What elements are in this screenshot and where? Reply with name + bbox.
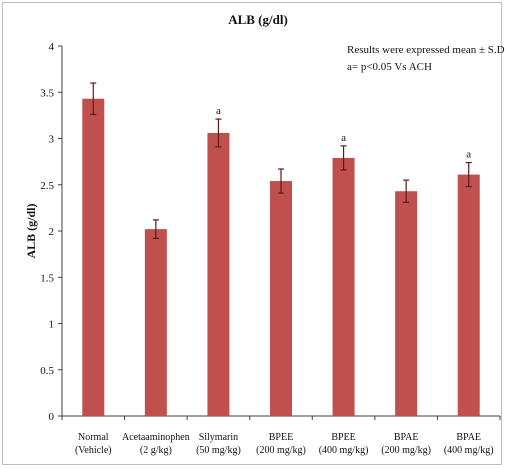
y-tick-label: 4 [49, 41, 55, 53]
y-tick-label: 1.5 [40, 272, 54, 284]
x-tick-label: (Vehicle) [75, 445, 112, 456]
annotation-significance: a= p<0.05 Vs ACH [347, 61, 432, 73]
x-tick-label: BPEE [331, 432, 355, 443]
x-tick-label: Normal [78, 432, 109, 443]
x-tick-label: BPAE [456, 432, 481, 443]
y-axis-label: ALB (g/dl) [24, 203, 38, 258]
x-tick-label: (2 g/kg) [140, 445, 172, 456]
chart-title: ALB (g/dl) [228, 12, 288, 27]
bar [332, 157, 355, 417]
y-tick-label: 2 [49, 226, 55, 238]
bar [82, 98, 105, 416]
x-tick-label: BPAE [394, 432, 419, 443]
y-tick-label: 0 [49, 411, 55, 423]
bar [270, 181, 292, 416]
x-tick-label: (200 mg/kg) [256, 445, 306, 456]
y-tick-label: 1 [49, 319, 55, 331]
bar [395, 191, 418, 416]
x-tick-label: (400 mg/kg) [444, 445, 494, 456]
x-tick-label: BPEE [269, 432, 293, 443]
significance-label: a [466, 149, 471, 161]
x-tick-label: (200 mg/kg) [381, 445, 431, 456]
significance-label: a [341, 132, 346, 144]
annotation-stats: Results were expressed mean ± S.D [347, 44, 505, 56]
bar [457, 174, 480, 416]
x-tick-label: Acetaaminophen [122, 432, 190, 443]
x-tick-label: (400 mg/kg) [319, 445, 369, 456]
bar [144, 229, 167, 416]
y-tick-label: 3 [49, 134, 55, 146]
significance-label: a [216, 105, 221, 117]
bar [207, 132, 230, 416]
chart-frame [2, 2, 502, 465]
y-tick-label: 0.5 [40, 365, 54, 377]
x-tick-label: (50 mg/kg) [196, 445, 241, 456]
y-tick-label: 3.5 [40, 87, 54, 99]
x-tick-label: Silymarin [199, 432, 238, 443]
y-tick-label: 2.5 [40, 180, 54, 192]
